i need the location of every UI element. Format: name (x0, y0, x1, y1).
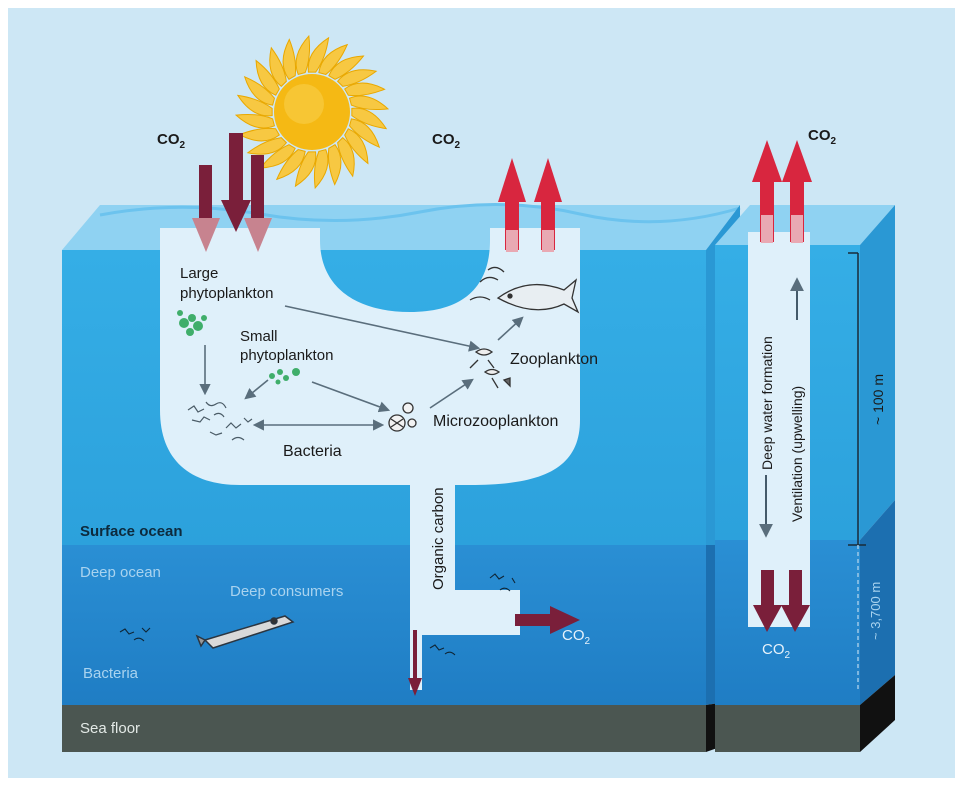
deep-consumer-icon (195, 615, 295, 649)
column-flow-arrows (759, 277, 804, 538)
column-co2-upward-arrows (752, 140, 812, 243)
sinking-carbon-arrow (408, 630, 422, 696)
sun-ray (246, 137, 288, 155)
sun-ray (328, 55, 365, 80)
depth-scale (848, 252, 866, 690)
zooplankton-icon (469, 348, 511, 389)
zooplankton-label: Zooplankton (510, 351, 598, 368)
sun-ray (337, 136, 355, 178)
sun-ray (344, 82, 386, 97)
small-phytoplankton-label-line1: Small (240, 328, 278, 345)
sun-ray (275, 149, 306, 181)
small-phytoplankton-icon (269, 368, 300, 385)
co2-label-right: CO2 (808, 127, 837, 147)
sun-ray (336, 69, 378, 87)
fish-icon (469, 266, 580, 314)
sun-icon (234, 34, 390, 190)
co2-upward-arrows (498, 158, 562, 252)
sun-ray (351, 107, 388, 130)
surface-ocean-label: Surface ocean (80, 523, 183, 540)
sun-ray (307, 36, 330, 73)
food-web-arrows (199, 305, 524, 431)
sun-ray (348, 95, 390, 111)
sun-ray (255, 59, 280, 96)
sun-ray (318, 43, 349, 75)
sun-ray (344, 128, 369, 165)
sea-floor-label: Sea floor (80, 720, 140, 737)
sun-ray (282, 38, 297, 80)
deep-co2-release-arrow (515, 606, 580, 634)
bacteria-deep-label: Bacteria (83, 665, 139, 682)
microzooplankton-icon (388, 402, 417, 432)
depth-100-label: ~ 100 m (870, 374, 886, 425)
large-phytoplankton-label-line2: phytoplankton (180, 285, 273, 302)
microzooplankton-label: Microzooplankton (433, 413, 558, 430)
co2-label-column: CO2 (762, 641, 791, 661)
vertical-circulation-pathway (748, 232, 810, 627)
co2-label-deep: CO2 (562, 627, 591, 647)
sun-ray (236, 94, 273, 117)
organic-carbon-label: Organic carbon (430, 487, 447, 590)
column-sea-floor-layer (715, 705, 860, 752)
bacteria-cluster-icon (187, 401, 253, 441)
co2-label-middle: CO2 (432, 131, 461, 151)
sun-ray (349, 118, 381, 149)
sun-ray (295, 34, 311, 76)
ventilation-label: Ventilation (upwelling) (789, 386, 805, 522)
large-phytoplankton-label-line1: Large (180, 265, 218, 282)
deep-water-formation-label: Deep water formation (759, 336, 775, 470)
depth-3700-label: ~ 3,700 m (868, 582, 883, 640)
sun-ray (327, 144, 342, 186)
deep-ocean-label: Deep ocean (80, 564, 161, 581)
sea-floor-layer (62, 705, 706, 752)
sun-ray (313, 148, 329, 190)
sun-ray (234, 113, 276, 129)
sun-ray (294, 151, 317, 188)
co2-label-left: CO2 (157, 131, 186, 151)
sun-ray (269, 46, 287, 88)
bacteria-surface-label: Bacteria (283, 443, 342, 460)
column-co2-downward-arrows (753, 570, 810, 632)
deep-bacteria-icon (119, 573, 516, 656)
large-phytoplankton-icon (177, 310, 207, 336)
small-phytoplankton-label-line2: phytoplankton (240, 347, 333, 364)
deep-consumers-label: Deep consumers (230, 583, 343, 600)
co2-downward-arrows (192, 133, 272, 252)
deep-ocean-layer (62, 545, 706, 705)
sun-ray (243, 75, 275, 106)
